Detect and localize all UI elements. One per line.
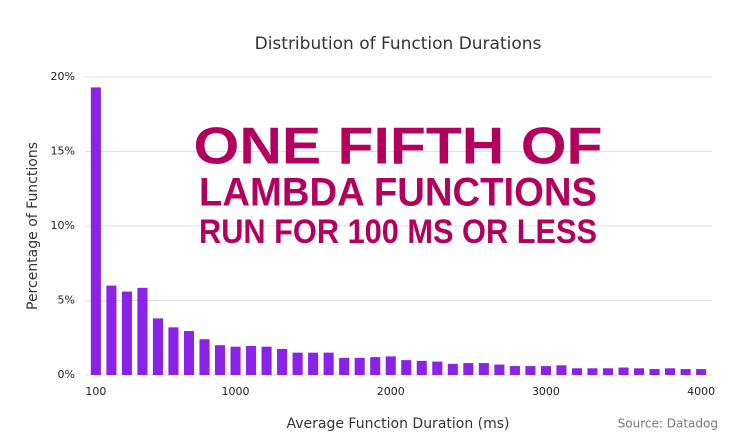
bar xyxy=(665,368,676,375)
bar xyxy=(183,331,195,375)
bar xyxy=(199,339,210,375)
bar xyxy=(401,360,412,375)
bar xyxy=(525,366,536,375)
y-tick-label: 20% xyxy=(51,70,75,83)
bar xyxy=(416,360,427,375)
x-tick-label: 2000 xyxy=(377,385,405,398)
bar xyxy=(308,352,319,375)
bar xyxy=(432,361,443,375)
x-axis-label: Average Function Duration (ms) xyxy=(286,416,509,432)
bar xyxy=(618,367,629,375)
bar xyxy=(261,346,272,375)
bar xyxy=(649,369,660,375)
bar xyxy=(571,368,583,375)
bar xyxy=(292,352,303,375)
bar xyxy=(447,363,458,375)
annotation: LAMBDA FUNCTIONS xyxy=(199,171,597,215)
bar xyxy=(540,366,551,375)
bar xyxy=(370,357,381,375)
bar xyxy=(152,318,163,375)
bar xyxy=(680,369,691,375)
x-tick-label: 1000 xyxy=(222,385,250,398)
annotation: ONE FIFTH OF xyxy=(194,118,603,176)
x-tick-label: 4000 xyxy=(687,385,715,398)
bar xyxy=(509,366,520,375)
x-tick-label: 3000 xyxy=(532,385,560,398)
bar xyxy=(478,363,489,375)
bar xyxy=(587,368,598,375)
bar xyxy=(385,356,396,375)
bar xyxy=(463,363,474,375)
y-tick-label: 10% xyxy=(51,219,75,232)
y-axis-label: Percentage of Functions xyxy=(25,142,41,310)
bar xyxy=(602,368,614,375)
bar xyxy=(556,365,567,375)
bar xyxy=(323,352,334,375)
bar xyxy=(214,345,226,375)
bar xyxy=(696,369,707,375)
bar xyxy=(106,285,117,375)
bar xyxy=(121,291,132,375)
bar xyxy=(137,287,148,375)
bar xyxy=(494,364,505,375)
bar xyxy=(246,345,257,375)
annotation: RUN FOR 100 MS OR LESS xyxy=(199,213,597,251)
y-tick-label: 0% xyxy=(58,368,75,381)
x-tick-label: 100 xyxy=(85,385,106,398)
bar xyxy=(634,368,645,375)
bar xyxy=(168,327,179,375)
bar xyxy=(339,357,350,375)
bar xyxy=(230,346,241,375)
y-tick-label: 15% xyxy=(51,145,75,158)
chart-title: Distribution of Function Durations xyxy=(255,34,542,54)
y-tick-label: 5% xyxy=(58,294,75,307)
bar xyxy=(354,357,365,375)
source-note: Source: Datadog xyxy=(618,417,718,431)
bar xyxy=(277,348,288,375)
bar xyxy=(90,87,101,376)
